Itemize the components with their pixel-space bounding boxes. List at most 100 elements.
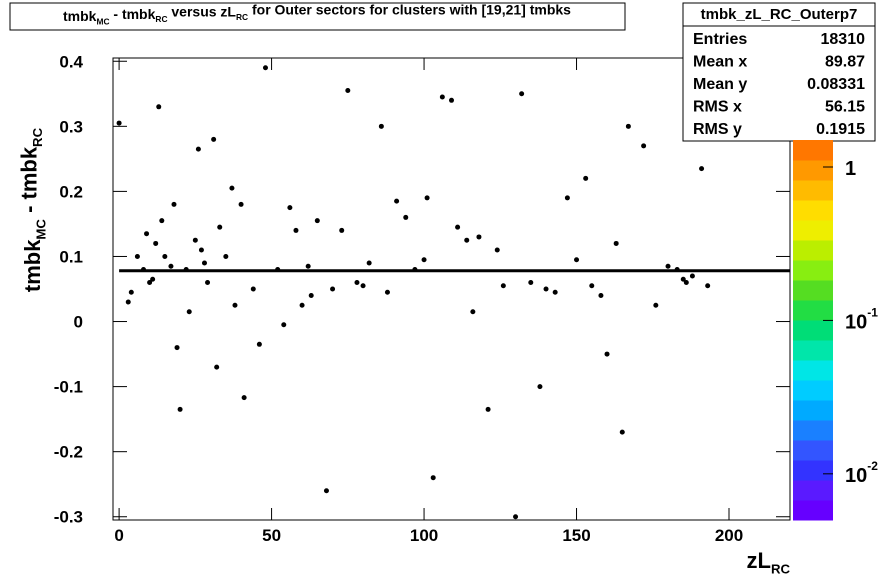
profile-point bbox=[378, 123, 384, 129]
x-tick-label: 0 bbox=[114, 526, 123, 545]
profile-point bbox=[476, 234, 482, 240]
profile-point bbox=[537, 384, 543, 390]
profile-point bbox=[403, 214, 409, 220]
profile-point bbox=[564, 195, 570, 201]
profile-point bbox=[366, 260, 372, 266]
profile-point bbox=[241, 395, 247, 401]
profile-point bbox=[625, 123, 631, 129]
z-tick-label: 10-1 bbox=[845, 305, 878, 333]
profile-point bbox=[519, 91, 525, 97]
x-tick-label: 150 bbox=[562, 526, 590, 545]
y-axis-label: tmbkMC​ - tmbkRC​ bbox=[16, 127, 48, 292]
profile-point bbox=[299, 302, 305, 308]
profile-point bbox=[171, 201, 177, 207]
profile-point bbox=[168, 263, 174, 269]
profile-point bbox=[439, 94, 445, 100]
profile-point bbox=[705, 283, 711, 289]
profile-point bbox=[314, 218, 320, 224]
profile-point bbox=[147, 279, 153, 285]
z-tick-exponent: -1 bbox=[867, 305, 878, 319]
stats-value: 0.1915 bbox=[816, 121, 865, 138]
x-tick-label: 50 bbox=[262, 526, 281, 545]
z-tick-base: 10 bbox=[845, 465, 867, 487]
text-part: for Outer sectors for clusters with [19,… bbox=[248, 1, 571, 17]
stats-value: 56.15 bbox=[825, 99, 865, 116]
profile-point bbox=[128, 289, 134, 295]
z-tick-base: 1 bbox=[845, 158, 856, 180]
subscript: RC bbox=[771, 561, 791, 576]
profile-point bbox=[552, 289, 558, 295]
palette-cell bbox=[793, 160, 833, 181]
profile-point bbox=[412, 266, 418, 272]
profile-point bbox=[186, 309, 192, 315]
profile-point bbox=[613, 240, 619, 246]
profile-point bbox=[275, 266, 281, 272]
text-part: versus zL bbox=[168, 4, 237, 20]
profile-point bbox=[384, 289, 390, 295]
profile-point bbox=[134, 253, 140, 259]
subscript: MC bbox=[33, 219, 48, 240]
y-tick-label: 0 bbox=[74, 313, 83, 332]
profile-point bbox=[604, 351, 610, 357]
palette-cell bbox=[793, 480, 833, 501]
y-tick-label: -0.3 bbox=[54, 508, 83, 527]
profile-point bbox=[232, 302, 238, 308]
palette-cell bbox=[793, 180, 833, 201]
profile-point bbox=[394, 198, 400, 204]
profile-point bbox=[256, 341, 262, 347]
profile-point bbox=[195, 146, 201, 152]
profile-point bbox=[281, 322, 287, 328]
profile-point bbox=[214, 364, 220, 370]
profile-point bbox=[339, 227, 345, 233]
profile-point bbox=[470, 309, 476, 315]
profile-point bbox=[543, 286, 549, 292]
profile-point bbox=[159, 218, 165, 224]
profile-point bbox=[229, 185, 235, 191]
profile-point bbox=[689, 273, 695, 279]
stats-rows: Entries 18310 Mean x 89.87 Mean y 0.08331 RMS … bbox=[693, 31, 865, 138]
y-tick-label: -0.1 bbox=[54, 378, 83, 397]
palette-cell bbox=[793, 320, 833, 341]
palette-cell bbox=[793, 260, 833, 281]
y-tick-label: -0.2 bbox=[54, 443, 83, 462]
z-tick-exponent: -2 bbox=[867, 459, 878, 473]
text-part: tmbk bbox=[20, 239, 45, 292]
palette-cell bbox=[793, 300, 833, 321]
profile-point bbox=[674, 266, 680, 272]
profile-point bbox=[211, 136, 217, 142]
profile-point bbox=[201, 260, 207, 266]
y-tick-label: 0.3 bbox=[59, 117, 83, 136]
profile-point bbox=[192, 237, 198, 243]
z-tick-label: 1 bbox=[845, 158, 856, 180]
palette-cell bbox=[793, 220, 833, 241]
profile-point bbox=[205, 279, 211, 285]
profile-point bbox=[238, 201, 244, 207]
profile-point bbox=[583, 175, 589, 181]
profile-point bbox=[574, 257, 580, 263]
palette-cell bbox=[793, 140, 833, 161]
palette-cell bbox=[793, 340, 833, 361]
profile-point bbox=[455, 224, 461, 230]
palette-cell bbox=[793, 440, 833, 461]
profile-point bbox=[494, 247, 500, 253]
palette-cell bbox=[793, 280, 833, 301]
stats-label: Mean x bbox=[693, 54, 747, 71]
profile-point bbox=[513, 514, 519, 520]
stats-label: Entries bbox=[693, 31, 747, 48]
subscript: MC bbox=[96, 16, 109, 26]
stats-label: RMS y bbox=[693, 121, 742, 138]
profile-point bbox=[174, 345, 180, 351]
profile-point bbox=[250, 286, 256, 292]
profile-point bbox=[198, 247, 204, 253]
profile-point bbox=[217, 224, 223, 230]
profile-point bbox=[354, 279, 360, 285]
subscript: RC bbox=[236, 12, 248, 22]
y-tick-label: 0.4 bbox=[59, 52, 83, 71]
profile-point bbox=[421, 257, 427, 263]
profile-point bbox=[345, 88, 351, 94]
profile-point bbox=[262, 65, 268, 71]
chart-title: tmbkMC​ - tmbkRC​ versus zLRC​ for Outer… bbox=[63, 1, 571, 26]
profile-point bbox=[116, 120, 122, 126]
x-axis-label: zLRC​ bbox=[746, 548, 790, 576]
